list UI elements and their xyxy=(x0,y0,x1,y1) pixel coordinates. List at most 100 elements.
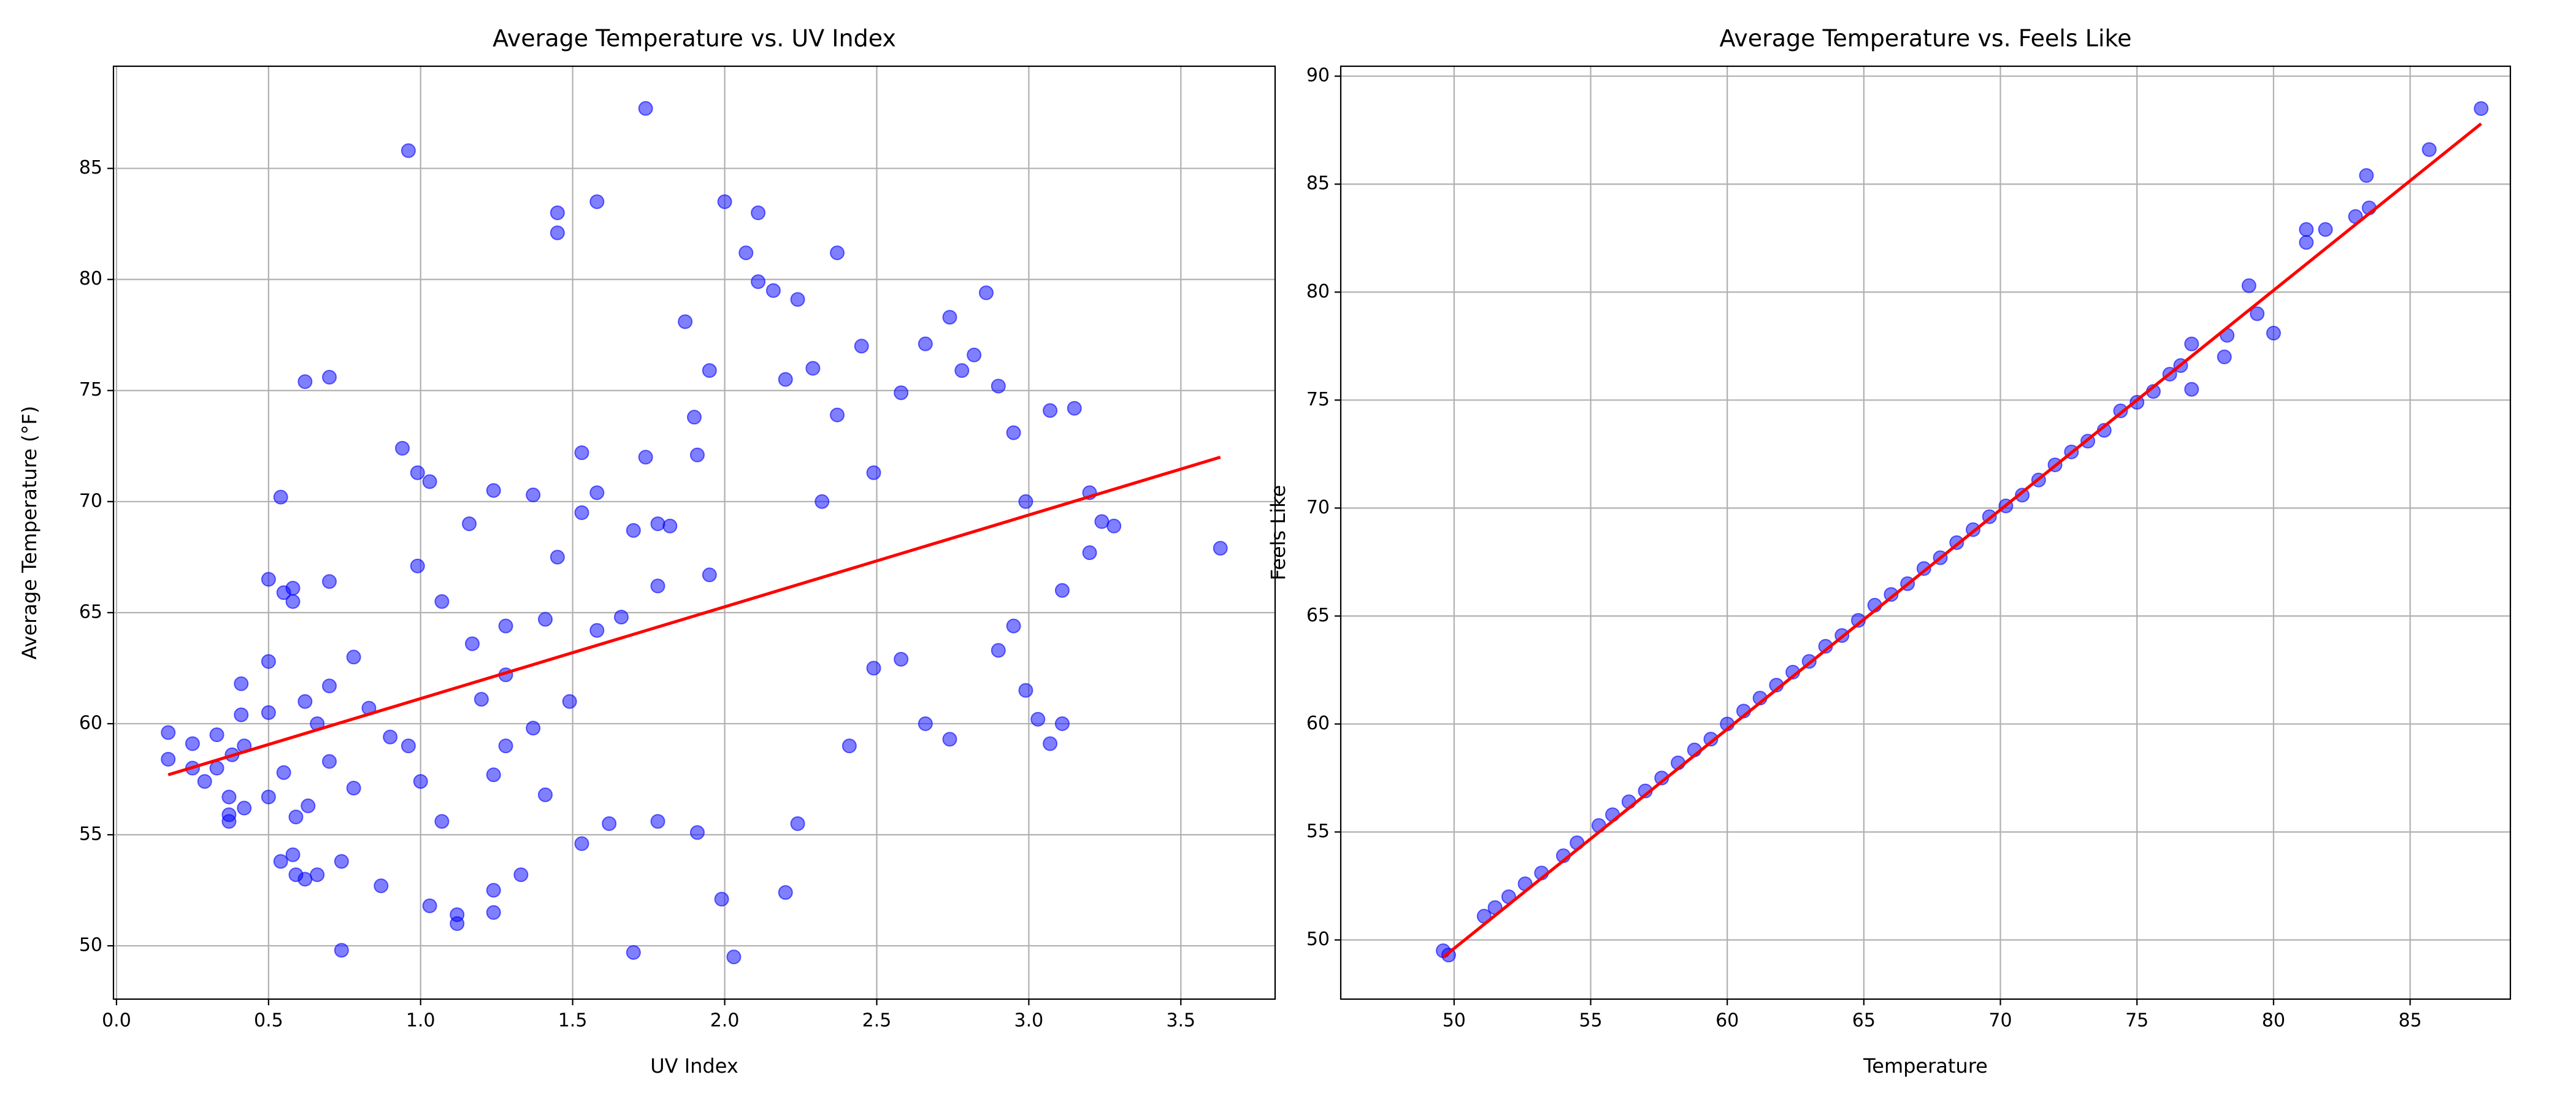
point xyxy=(285,847,301,862)
point xyxy=(714,892,729,907)
x-tick-label: 75 xyxy=(2125,1010,2149,1032)
point xyxy=(1043,403,1058,418)
point xyxy=(322,574,337,589)
point xyxy=(401,143,416,158)
point xyxy=(841,738,857,754)
point xyxy=(276,765,291,780)
point xyxy=(422,474,437,489)
x-tick-label: 70 xyxy=(1988,1010,2012,1032)
y-tick-label: 70 xyxy=(79,490,102,512)
point xyxy=(918,716,933,731)
point xyxy=(434,814,450,829)
y-axis-label: Feels Like xyxy=(1267,485,1290,581)
point xyxy=(866,465,881,480)
point xyxy=(678,314,693,329)
y-tick-label: 85 xyxy=(79,157,102,178)
point xyxy=(538,787,553,802)
point xyxy=(894,385,909,401)
point xyxy=(261,789,276,805)
point xyxy=(738,245,754,261)
y-tick-label: 60 xyxy=(79,712,102,734)
point xyxy=(2474,101,2489,117)
point xyxy=(778,885,793,900)
point xyxy=(2421,142,2437,157)
subplot: 0.0 0.5 1.0 1.5 2.0 2.5 3.0 3.5 50 55 60 65 70 75 80 85… xyxy=(18,25,1276,1078)
point xyxy=(334,943,349,958)
y-tick-label: 65 xyxy=(1306,605,1330,626)
point xyxy=(790,292,805,307)
point xyxy=(689,447,705,462)
point xyxy=(589,194,605,209)
y-tick-label: 85 xyxy=(1306,173,1330,194)
point xyxy=(751,274,766,289)
point xyxy=(978,285,994,301)
point xyxy=(650,516,665,532)
y-tick-label: 80 xyxy=(79,268,102,289)
point xyxy=(465,636,480,651)
point xyxy=(234,676,249,691)
point xyxy=(574,505,589,520)
point xyxy=(830,407,845,423)
x-tick-label: 50 xyxy=(1443,1010,1466,1032)
point xyxy=(2217,349,2232,364)
point xyxy=(815,494,830,509)
point xyxy=(626,945,641,960)
point xyxy=(486,883,501,898)
point xyxy=(702,567,717,583)
y-tick-label: 90 xyxy=(1306,65,1330,86)
point xyxy=(662,518,678,534)
y-tick-label: 75 xyxy=(79,379,102,401)
point xyxy=(2184,336,2199,351)
point xyxy=(185,736,200,751)
chart-title: Average Temperature vs. UV Index xyxy=(493,25,896,52)
point xyxy=(717,194,732,209)
point xyxy=(1916,561,1931,576)
point xyxy=(638,450,653,465)
chart-title: Average Temperature vs. Feels Like xyxy=(1719,25,2131,52)
point xyxy=(395,440,410,456)
point xyxy=(1006,425,1021,440)
x-tick-label: 65 xyxy=(1852,1010,1876,1032)
point xyxy=(1054,716,1070,731)
point xyxy=(513,867,529,883)
point xyxy=(161,725,176,740)
y-tick-label: 55 xyxy=(79,824,102,845)
point xyxy=(626,523,641,538)
point xyxy=(374,878,389,894)
point xyxy=(2241,278,2256,293)
point xyxy=(273,854,288,869)
point xyxy=(2359,168,2374,183)
trend-line xyxy=(1442,122,2482,959)
point xyxy=(954,363,970,378)
x-tick-label: 2.5 xyxy=(862,1010,892,1032)
point xyxy=(297,374,313,389)
x-tick-label: 0.0 xyxy=(102,1010,131,1032)
point xyxy=(310,867,325,883)
point xyxy=(562,694,577,709)
point xyxy=(261,572,276,587)
point xyxy=(918,336,933,351)
point xyxy=(778,372,793,387)
point xyxy=(726,949,742,965)
point xyxy=(574,836,589,851)
point xyxy=(261,705,276,720)
point xyxy=(422,898,437,913)
point xyxy=(967,347,982,362)
x-tick-label: 80 xyxy=(2262,1010,2285,1032)
point xyxy=(346,780,361,795)
point xyxy=(301,798,316,813)
point xyxy=(765,283,781,298)
x-axis-label: UV Index xyxy=(650,1054,738,1078)
point xyxy=(574,445,589,461)
point xyxy=(322,678,337,694)
point xyxy=(413,774,428,789)
y-axis-label: Average Temperature (°F) xyxy=(18,406,41,660)
point xyxy=(1884,587,1899,602)
point xyxy=(1018,494,1033,509)
point xyxy=(1703,732,1719,747)
point xyxy=(486,905,501,920)
point xyxy=(942,310,957,325)
point xyxy=(650,814,665,829)
x-tick-label: 3.0 xyxy=(1014,1010,1044,1032)
point xyxy=(161,751,176,767)
